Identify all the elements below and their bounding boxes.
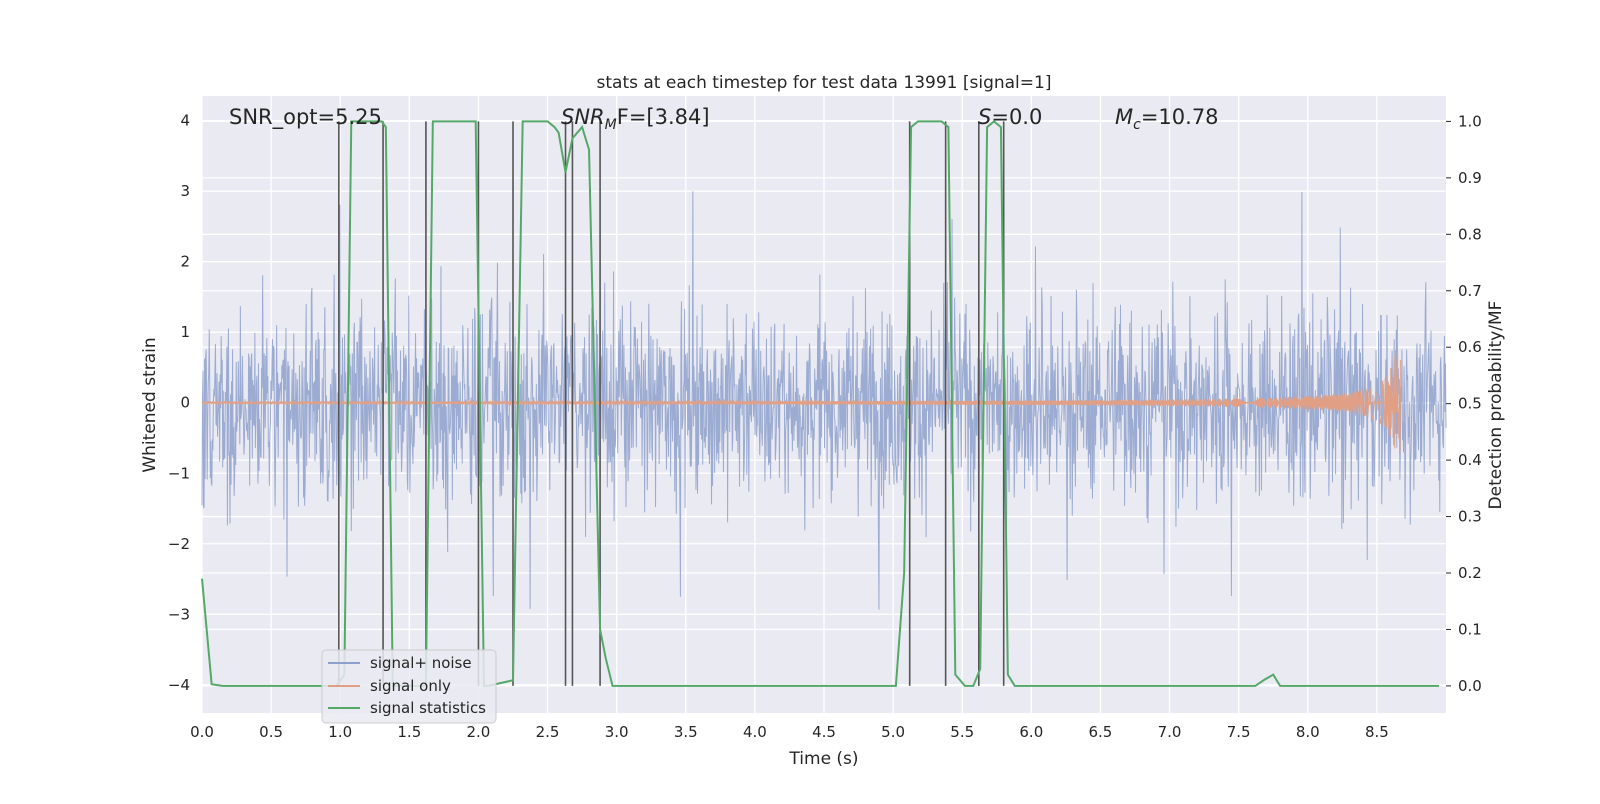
right-y-tick-label: 0.5 [1458, 395, 1482, 413]
x-axis-ticks: 0.0 0.5 1.0 1.5 2.0 2.5 3.0 3.5 4.0 4.5 5.0 5.5 6.0 6… [190, 723, 1389, 741]
x-tick-label: 8.5 [1365, 723, 1389, 741]
right-y-axis-ticks: 1.0 0.9 0.8 0.7 0.6 0.5 0.4 0.3 0.2 0.1 0.0 [1446, 112, 1482, 695]
right-y-tick-label: 0.6 [1458, 338, 1482, 356]
right-y-tick-label: 0.4 [1458, 451, 1482, 469]
x-tick-label: 4.5 [812, 723, 836, 741]
y-tick-label: −4 [168, 676, 190, 694]
x-tick-label: 0.5 [259, 723, 283, 741]
y-tick-label: 0 [180, 394, 190, 412]
signal-noise-series [201, 191, 1447, 610]
x-tick-label: 2.0 [467, 723, 491, 741]
s-annotation: S=0.0 [978, 105, 1042, 129]
right-y-axis-label: Detection probability/MF [1486, 301, 1506, 510]
x-tick-label: 5.0 [881, 723, 905, 741]
right-y-tick-label: 0.0 [1458, 677, 1482, 695]
y-tick-label: −3 [168, 605, 190, 623]
x-tick-label: 6.5 [1089, 723, 1113, 741]
x-tick-label: 7.5 [1227, 723, 1251, 741]
x-tick-label: 7.0 [1158, 723, 1182, 741]
x-tick-label: 1.0 [328, 723, 352, 741]
y-axis-ticks: 4 3 2 1 0 −1 −2 −3 −4 [168, 112, 190, 694]
chart-title: stats at each timestep for test data 139… [597, 73, 1052, 93]
right-y-tick-label: 0.9 [1458, 169, 1482, 187]
legend-label-noise: signal+ noise [370, 654, 472, 672]
chirp-trace [201, 348, 1401, 454]
y-tick-label: 3 [180, 182, 190, 200]
signal-only-series [201, 348, 1401, 454]
mc-annotation: Mc=10.78 [1115, 105, 1219, 133]
snr-mf-annotation: SNRMF=[3.84] [561, 105, 710, 133]
x-tick-label: 8.0 [1296, 723, 1320, 741]
x-tick-label: 6.0 [1019, 723, 1043, 741]
y-tick-label: −2 [168, 535, 190, 553]
x-tick-label: 3.0 [605, 723, 629, 741]
y-tick-label: −1 [168, 464, 190, 482]
legend-box [321, 649, 497, 724]
legend-label-signal: signal only [370, 677, 451, 695]
y-tick-label: 2 [180, 253, 190, 271]
x-tick-label: 5.5 [950, 723, 974, 741]
right-y-tick-label: 0.8 [1458, 225, 1482, 243]
legend: signal+ noise signal only signal statist… [321, 649, 497, 724]
y-tick-label: 1 [180, 323, 190, 341]
x-tick-label: 3.5 [674, 723, 698, 741]
snr-opt-annotation: SNR_opt=5.25 [229, 105, 382, 130]
right-y-tick-label: 1.0 [1458, 112, 1482, 130]
right-y-tick-label: 0.3 [1458, 508, 1482, 526]
x-tick-label: 0.0 [190, 723, 214, 741]
legend-label-stats: signal statistics [370, 699, 486, 717]
y-axis-label: Whitened strain [140, 337, 160, 472]
right-y-tick-label: 0.1 [1458, 620, 1482, 638]
y-tick-label: 4 [180, 112, 190, 130]
right-y-tick-label: 0.7 [1458, 282, 1482, 300]
x-axis-label: Time (s) [788, 749, 858, 769]
x-tick-label: 2.5 [536, 723, 560, 741]
right-y-tick-label: 0.2 [1458, 564, 1482, 582]
noise-trace [201, 191, 1447, 610]
x-tick-label: 1.5 [397, 723, 421, 741]
x-tick-label: 4.0 [743, 723, 767, 741]
